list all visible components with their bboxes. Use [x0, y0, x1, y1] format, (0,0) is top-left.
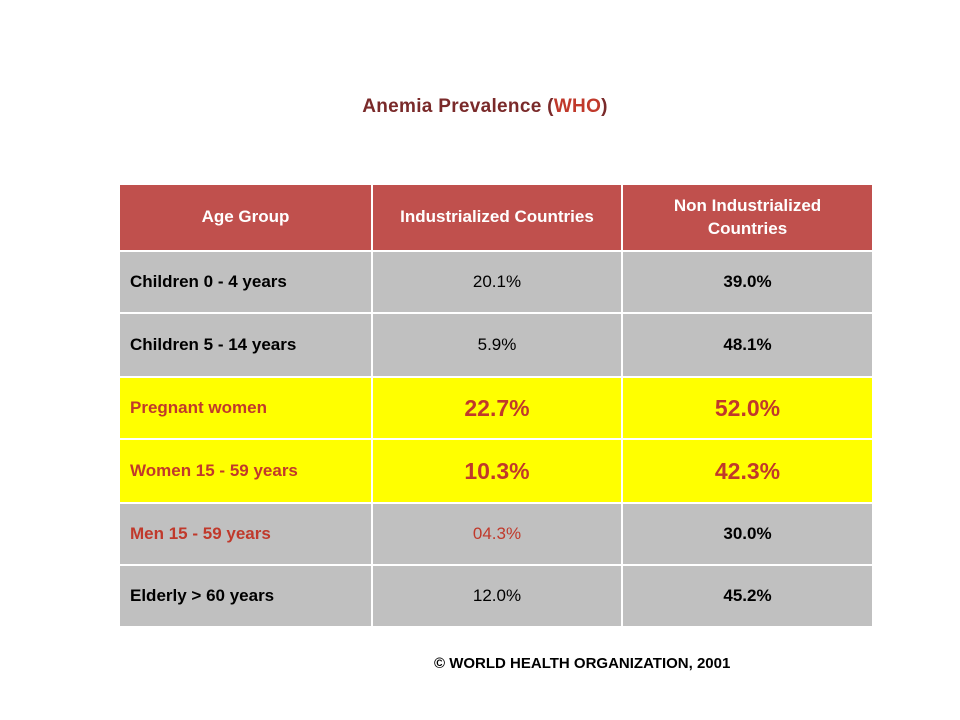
table-row: Children 5 - 14 years 5.9% 48.1%	[120, 313, 872, 378]
page-title: Anemia Prevalence (WHO)	[0, 96, 960, 118]
row-industrialized-value: 10.3%	[372, 439, 623, 504]
header-industrialized: Industrialized Countries	[372, 185, 623, 252]
title-org: WHO	[553, 96, 602, 117]
header-non-industrialized: Non Industrialized Countries	[622, 185, 872, 252]
title-main: Anemia Prevalence	[362, 96, 542, 117]
copyright-footer: © WORLD HEALTH ORGANIZATION, 2001	[434, 655, 731, 672]
row-non-industrialized-value: 39.0%	[622, 251, 872, 314]
row-non-industrialized-value: 48.1%	[622, 313, 872, 378]
row-industrialized-value: 5.9%	[372, 313, 623, 378]
table-header-row: Age Group Industrialized Countries Non I…	[120, 185, 872, 252]
row-non-industrialized-value: 45.2%	[622, 565, 872, 628]
row-non-industrialized-value: 30.0%	[622, 503, 872, 566]
table-row: Children 0 - 4 years 20.1% 39.0%	[120, 251, 872, 314]
row-age-group: Men 15 - 59 years	[120, 503, 373, 566]
header-age-group: Age Group	[120, 185, 373, 252]
row-industrialized-value: 04.3%	[372, 503, 623, 566]
row-non-industrialized-value: 42.3%	[622, 439, 872, 504]
row-age-group: Women 15 - 59 years	[120, 439, 373, 504]
row-age-group: Children 5 - 14 years	[120, 313, 373, 378]
table-row: Men 15 - 59 years 04.3% 30.0%	[120, 503, 872, 566]
title-open-paren: (	[547, 96, 554, 117]
table-row: Pregnant women 22.7% 52.0%	[120, 377, 872, 440]
row-industrialized-value: 12.0%	[372, 565, 623, 628]
table-row: Elderly > 60 years 12.0% 45.2%	[120, 565, 872, 628]
row-age-group: Pregnant women	[120, 377, 373, 440]
row-non-industrialized-value: 52.0%	[622, 377, 872, 440]
table-row: Women 15 - 59 years 10.3% 42.3%	[120, 439, 872, 504]
row-industrialized-value: 20.1%	[372, 251, 623, 314]
title-close-paren: )	[601, 96, 608, 117]
row-industrialized-value: 22.7%	[372, 377, 623, 440]
anemia-table: Age Group Industrialized Countries Non I…	[120, 185, 872, 628]
row-age-group: Children 0 - 4 years	[120, 251, 373, 314]
row-age-group: Elderly > 60 years	[120, 565, 373, 628]
